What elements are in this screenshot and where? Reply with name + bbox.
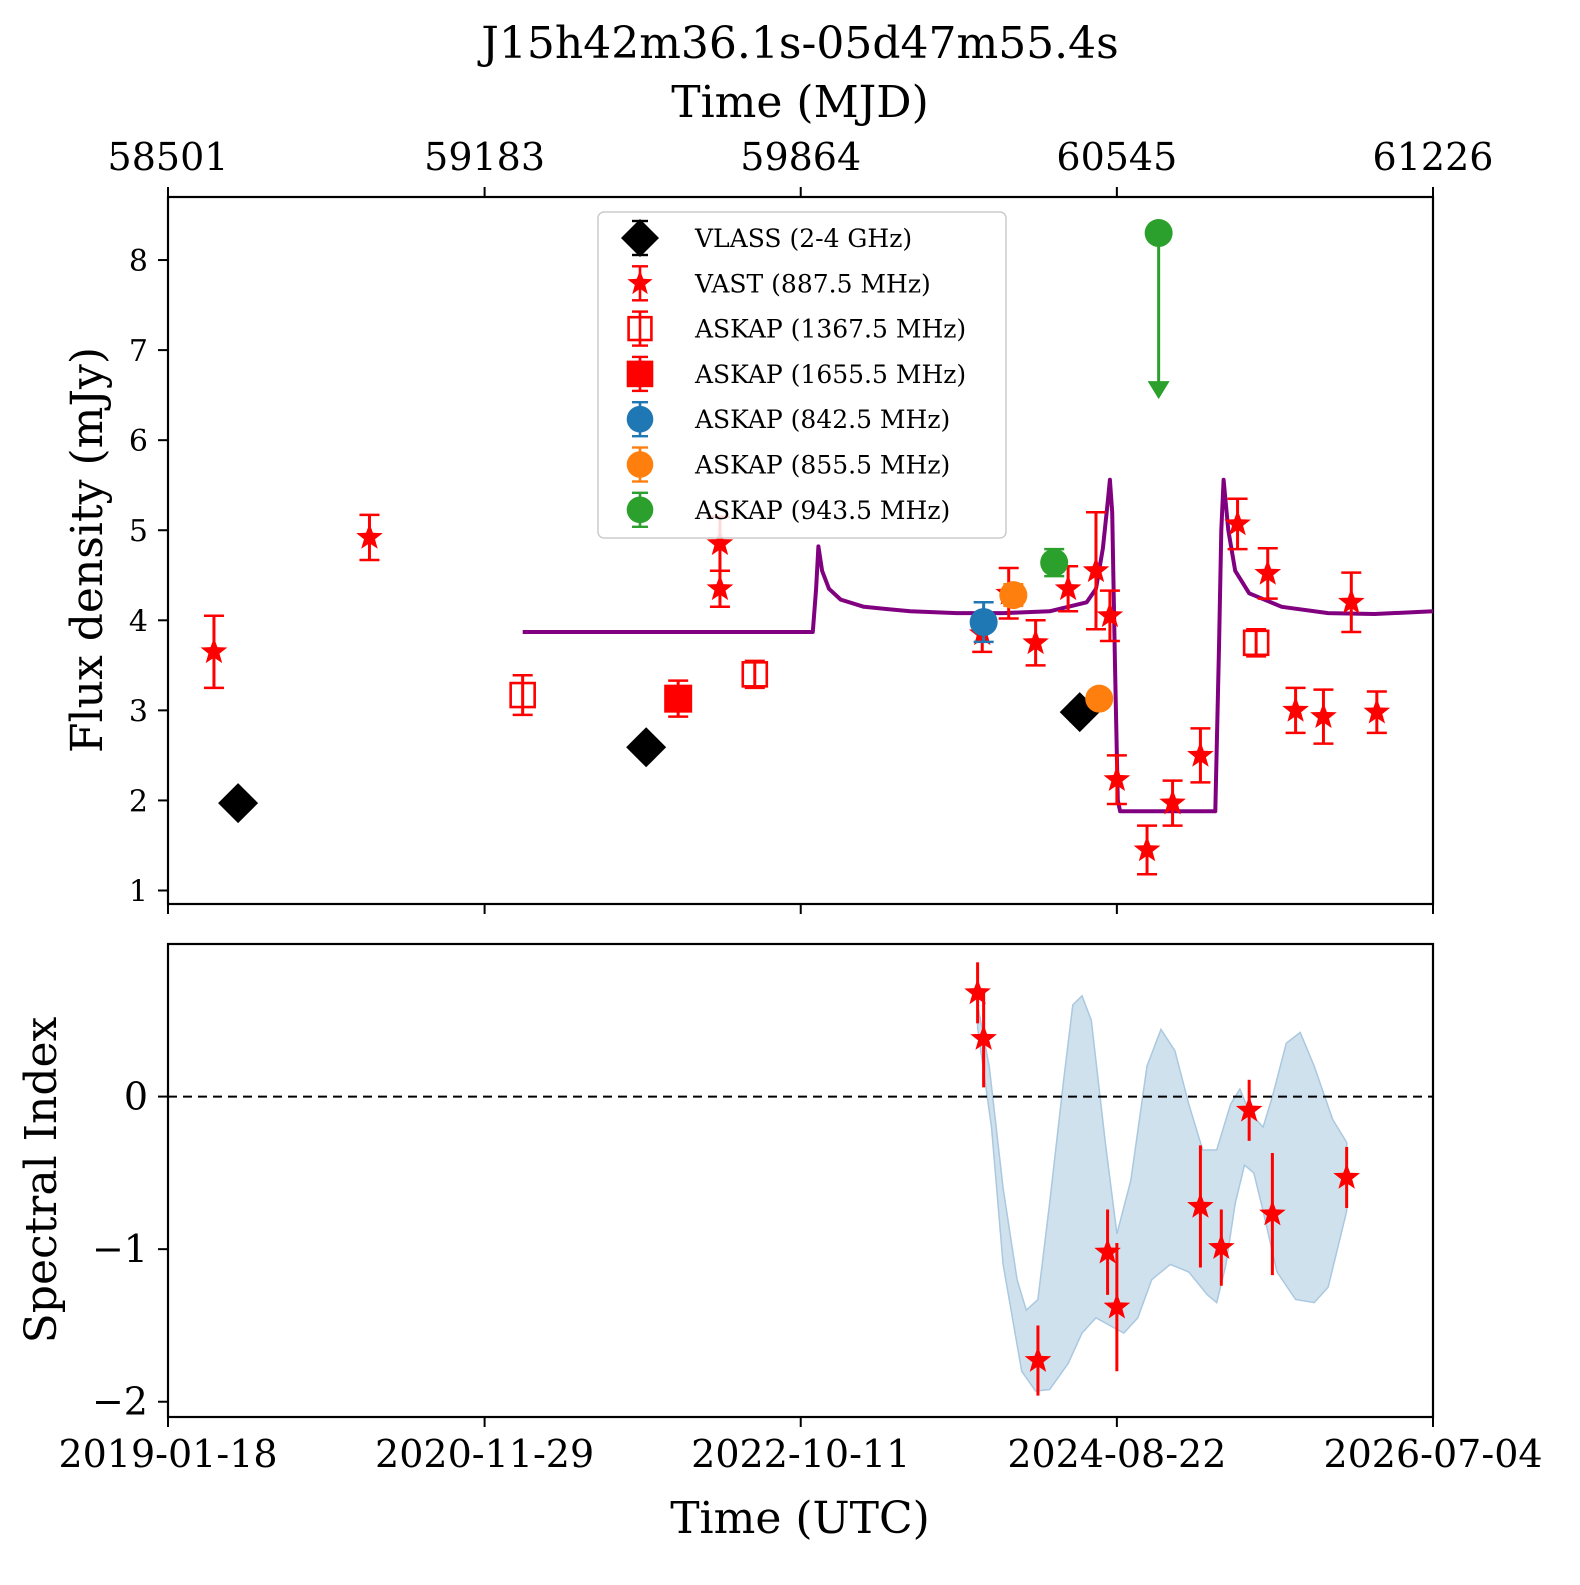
legend-entries: VLASS (2-4 GHz) VAST (887.5 MHz) ASKAP (13…: [621, 219, 966, 528]
flux-data-point: [1054, 574, 1082, 601]
flux-data-point: [1242, 629, 1270, 657]
flux-data-point: [1187, 741, 1214, 767]
spectral-band-area: [976, 994, 1348, 1392]
flux-data-point: [1085, 684, 1114, 713]
flux-y-axis-label: Flux density (mJy): [62, 347, 113, 753]
shared-x-ticks: [167, 904, 1434, 914]
legend-marker: [627, 270, 653, 295]
spectral-y-ticks: 0 −1 −2: [92, 1075, 168, 1424]
flux-data-point: [218, 783, 259, 824]
flux-data-point: [1096, 601, 1124, 628]
flux-data-point: [1082, 556, 1110, 583]
legend-label: ASKAP (842.5 MHz): [694, 405, 950, 434]
legend-label: ASKAP (943.5 MHz): [694, 496, 950, 525]
spectral-uncertainty-band: [976, 994, 1348, 1392]
flux-data-point: [1363, 698, 1391, 724]
flux-data-point: [969, 608, 998, 637]
spectral-data-point: [1259, 1200, 1286, 1226]
flux-data-point: [1040, 548, 1069, 577]
legend-marker: [626, 405, 654, 433]
spectral-y-axis-label: Spectral Index: [16, 1016, 67, 1343]
spectral-data-point: [1094, 1238, 1121, 1264]
flux-data-point: [1254, 559, 1282, 585]
bottom-x-tick-label: 2019-01-18: [58, 1432, 277, 1476]
legend-label: VLASS (2-4 GHz): [694, 224, 912, 253]
flux-y-tick-label: 3: [129, 694, 148, 729]
bottom-axis-ticks: 2019-01-18 2020-11-29 2022-10-11 2024-08-22…: [58, 1417, 1543, 1476]
top-axis-ticks: 58501 59183 59864 60545 61226: [108, 135, 1494, 197]
legend-marker: [626, 360, 654, 388]
legend-label: VAST (887.5 MHz): [694, 269, 931, 298]
flux-data-point: [1103, 765, 1131, 791]
legend-marker: [626, 496, 654, 524]
flux-data-point: [1282, 696, 1309, 722]
flux-data-point: [706, 574, 734, 601]
flux-model-curve: [522, 477, 1434, 814]
spectral-data-point: [1187, 1192, 1214, 1218]
legend-marker: [621, 219, 659, 257]
flux-data-point: [741, 661, 769, 688]
legend-marker: [626, 451, 654, 478]
flux-data-point: [356, 523, 383, 549]
spectral-data-point: [1103, 1293, 1131, 1319]
flux-data-point: [664, 684, 693, 713]
legend-label: ASKAP (1655.5 MHz): [694, 360, 966, 389]
flux-y-tick-label: 7: [129, 334, 148, 369]
flux-y-tick-label: 1: [129, 874, 148, 909]
legend-marker: [627, 315, 653, 342]
flux-data-point: [509, 681, 536, 709]
top-x-tick-label: 59864: [740, 135, 861, 179]
chart-title: J15h42m36.1s-05d47m55.4s: [477, 18, 1119, 69]
spectral-y-tick-label: 0: [124, 1075, 148, 1119]
flux-data-point: [1159, 789, 1186, 815]
top-x-tick-label: 61226: [1373, 135, 1494, 179]
legend-label: ASKAP (855.5 MHz): [694, 451, 950, 480]
upper-limit-point: [1144, 219, 1173, 248]
flux-y-ticks: 1 2 3 4 5 6 7 8: [129, 244, 168, 909]
spectral-y-tick-label: −1: [92, 1227, 148, 1271]
bottom-x-tick-label: 2022-10-11: [691, 1432, 910, 1476]
flux-y-tick-label: 2: [129, 784, 148, 819]
flux-y-tick-label: 5: [129, 514, 148, 549]
top-x-tick-label: 59183: [424, 135, 545, 179]
flux-data-point: [1224, 509, 1251, 536]
flux-data-point: [999, 581, 1028, 610]
bottom-x-tick-label: 2026-07-04: [1323, 1432, 1542, 1476]
flux-data-point: [1310, 702, 1337, 728]
flux-data-point: [626, 727, 667, 768]
bottom-x-tick-label: 2020-11-29: [375, 1432, 594, 1476]
flux-data-point: [706, 529, 734, 556]
legend-box: [597, 211, 1007, 539]
flux-y-tick-label: 4: [129, 604, 148, 639]
flux-data-point: [1022, 628, 1049, 655]
spectral-points: [964, 962, 1360, 1396]
flux-y-tick-label: 8: [129, 244, 148, 279]
flux-points: [200, 219, 1391, 876]
spectral-data-point: [1333, 1163, 1360, 1189]
spectral-data-point: [1024, 1346, 1052, 1372]
spectral-data-point: [1235, 1096, 1263, 1122]
legend-label: ASKAP (1367.5 MHz): [694, 315, 966, 344]
flux-data-point: [1133, 836, 1161, 862]
upper-limit-arrow-head: [1147, 381, 1170, 400]
spectral-data-point: [970, 1024, 997, 1050]
bottom-axis-label: Time (UTC): [670, 1493, 930, 1544]
flux-y-tick-label: 6: [129, 424, 148, 459]
flux-data-point: [200, 637, 228, 664]
top-axis-label: Time (MJD): [671, 77, 928, 128]
spectral-data-point: [1208, 1233, 1235, 1259]
spectral-data-point: [964, 978, 991, 1005]
top-x-tick-label: 60545: [1056, 135, 1177, 179]
top-x-tick-label: 58501: [108, 135, 229, 179]
bottom-x-tick-label: 2024-08-22: [1007, 1432, 1226, 1476]
legend: VLASS (2-4 GHz) VAST (887.5 MHz) ASKAP (13…: [597, 211, 1007, 539]
spectral-y-tick-label: −2: [92, 1380, 148, 1424]
model-curve-line: [522, 477, 1434, 814]
flux-data-point: [1338, 588, 1365, 614]
spectral-panel-frame: [166, 942, 1435, 1419]
